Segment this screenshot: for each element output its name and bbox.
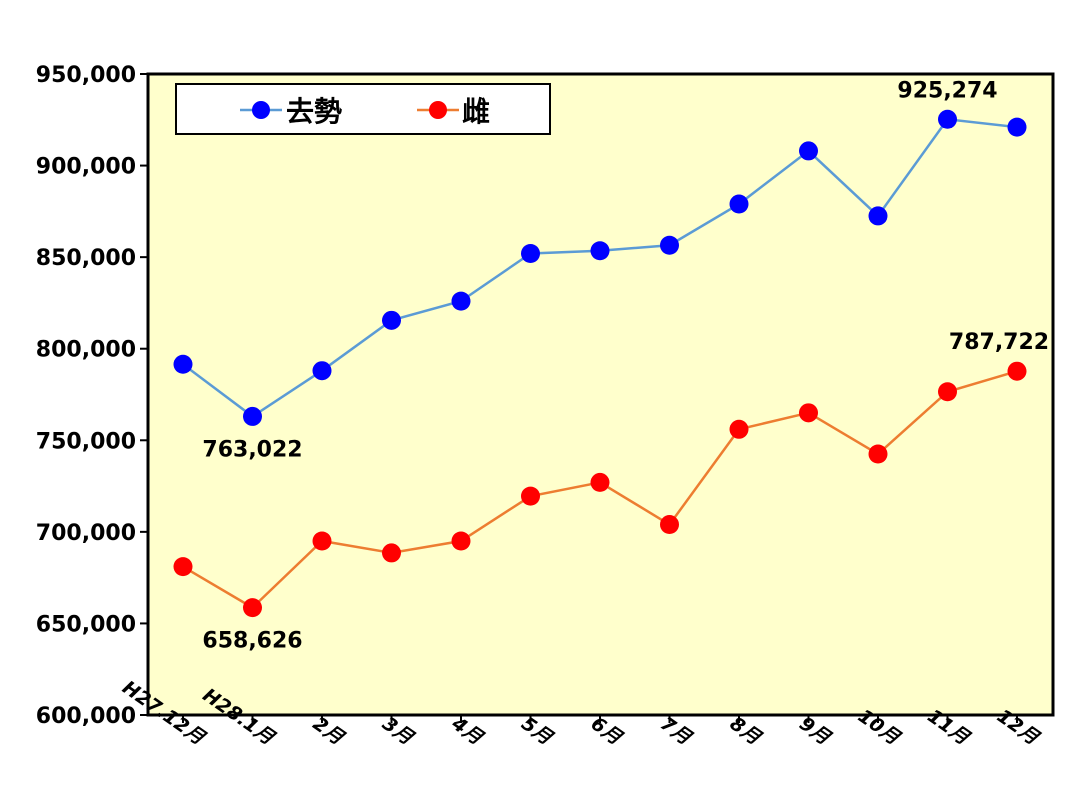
data-point <box>243 598 262 618</box>
data-point <box>729 194 749 214</box>
data-point <box>173 354 193 374</box>
data-point <box>799 403 818 423</box>
y-tick-label: 800,000 <box>36 338 136 363</box>
legend-marker-castrated <box>252 101 270 119</box>
data-point <box>521 243 540 263</box>
data-point <box>590 241 610 261</box>
legend: 去勢 雌 <box>175 83 551 135</box>
data-point <box>243 406 262 426</box>
data-label: 763,022 <box>202 437 302 462</box>
data-point <box>660 515 679 535</box>
data-label: 787,722 <box>949 330 1049 355</box>
y-tick-label: 900,000 <box>36 155 136 180</box>
data-point <box>938 382 957 402</box>
y-tick-label: 750,000 <box>36 429 136 454</box>
x-tick-label: 8月 <box>726 713 766 750</box>
series-layer <box>173 109 1027 618</box>
y-tick-label: 650,000 <box>36 612 136 637</box>
data-point <box>938 109 957 129</box>
data-point <box>451 531 471 551</box>
legend-box <box>175 83 551 135</box>
x-tick-label: 9月 <box>795 713 835 750</box>
x-tick-label: 7月 <box>656 713 696 750</box>
data-label: 658,626 <box>202 629 302 654</box>
x-tick-label: 3月 <box>378 713 418 750</box>
data-point <box>660 235 679 255</box>
data-point <box>799 141 818 161</box>
x-tick-label: 2月 <box>309 713 349 750</box>
data-point <box>312 531 332 551</box>
data-point <box>451 291 471 311</box>
data-point <box>590 472 610 492</box>
y-tick-label: 700,000 <box>36 521 136 546</box>
data-point <box>868 444 888 464</box>
y-tick-label: 950,000 <box>36 63 136 88</box>
data-point <box>1007 361 1027 381</box>
data-point <box>521 486 540 506</box>
x-tick-label: 5月 <box>517 713 557 750</box>
data-point <box>382 310 401 330</box>
data-point <box>382 543 401 563</box>
x-tick-label: 4月 <box>447 712 488 750</box>
y-tick-label: 850,000 <box>36 246 136 271</box>
legend-label-castrated: 去勢 <box>286 95 342 128</box>
data-point <box>729 419 749 439</box>
legend-label-female: 雌 <box>462 95 490 128</box>
y-tick-label: 600,000 <box>36 704 136 729</box>
label-layer: 763,022 658,626 925,274 787,722 <box>202 78 1049 653</box>
x-tick-label: 6月 <box>587 713 627 750</box>
data-point <box>312 361 332 381</box>
legend-marker-female <box>429 101 447 119</box>
data-point <box>173 557 193 577</box>
data-point <box>1007 117 1027 137</box>
data-label: 925,274 <box>897 78 997 103</box>
data-point <box>868 206 888 226</box>
